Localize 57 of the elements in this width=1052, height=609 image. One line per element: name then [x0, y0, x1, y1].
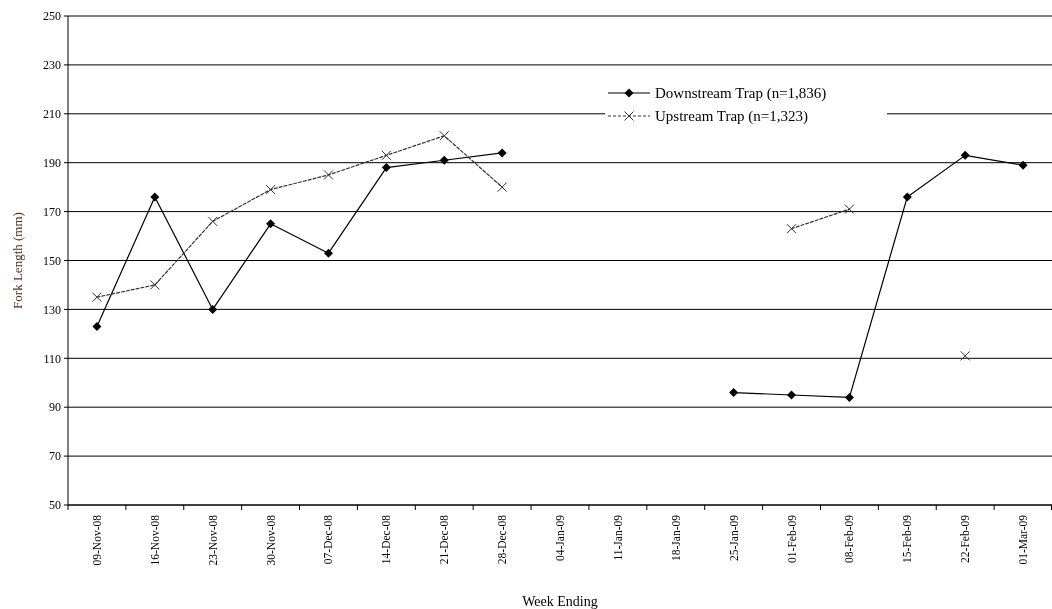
- point: [439, 130, 450, 141]
- point: [844, 392, 854, 402]
- y-tick-label: 230: [43, 58, 61, 73]
- point: [91, 292, 102, 303]
- point: [92, 322, 102, 332]
- point: [150, 192, 160, 202]
- x-tick-label: 22-Feb-09: [959, 514, 972, 563]
- y-tick-label: 50: [49, 498, 61, 513]
- point: [266, 219, 276, 229]
- y-axis-title: Fork Length (mm): [10, 212, 25, 309]
- x-tick-label: 01-Mar-09: [1017, 514, 1030, 565]
- point: [323, 248, 333, 258]
- x-tick-label: 11-Jan-09: [611, 514, 624, 561]
- x-tick-label: 07-Dec-08: [322, 514, 335, 565]
- point: [208, 304, 218, 314]
- legend-label: Upstream Trap (n=1,323): [655, 108, 809, 126]
- point: [1018, 160, 1028, 170]
- point: [265, 184, 276, 195]
- x-tick-label: 18-Jan-09: [669, 514, 682, 561]
- y-tick-label: 210: [43, 107, 61, 121]
- x-tick-label: 21-Dec-08: [438, 514, 451, 565]
- point: [729, 388, 739, 398]
- y-tick-label: 130: [43, 302, 61, 317]
- point: [902, 192, 912, 202]
- y-tick-label: 70: [49, 449, 61, 464]
- y-tick-label: 170: [43, 204, 61, 219]
- x-tick-label: 28-Dec-08: [496, 514, 509, 565]
- x-tick-label: 14-Dec-08: [380, 514, 393, 565]
- y-tick-label: 190: [43, 155, 61, 170]
- point: [786, 223, 797, 234]
- x-tick-label: 01-Feb-09: [785, 514, 798, 563]
- x-tick-label: 15-Feb-09: [901, 514, 914, 563]
- x-tick-label: 23-Nov-08: [206, 514, 219, 566]
- point: [381, 163, 391, 173]
- point: [439, 155, 449, 165]
- y-tick-label: 90: [49, 400, 61, 415]
- legend-label: Downstream Trap (n=1,836): [655, 85, 827, 103]
- point: [844, 204, 855, 215]
- y-tick-label: 110: [43, 351, 61, 366]
- point: [207, 216, 218, 227]
- point: [497, 182, 508, 193]
- point: [381, 150, 392, 161]
- point: [960, 350, 971, 361]
- point: [787, 390, 797, 400]
- y-tick-label: 150: [43, 253, 61, 268]
- x-tick-label: 16-Nov-08: [148, 514, 161, 566]
- point: [960, 150, 970, 160]
- point: [323, 169, 334, 180]
- x-tick-label: 04-Jan-09: [554, 514, 566, 561]
- y-tick-label: 250: [43, 9, 61, 24]
- x-axis-title: Week Ending: [522, 594, 598, 609]
- x-tick-label: 08-Feb-09: [843, 514, 856, 563]
- x-tick-label: 09-Nov-08: [90, 514, 103, 566]
- point: [149, 279, 160, 290]
- x-tick-label: 30-Nov-08: [264, 514, 277, 566]
- point: [497, 148, 507, 158]
- x-tick-label: 25-Jan-09: [727, 514, 740, 561]
